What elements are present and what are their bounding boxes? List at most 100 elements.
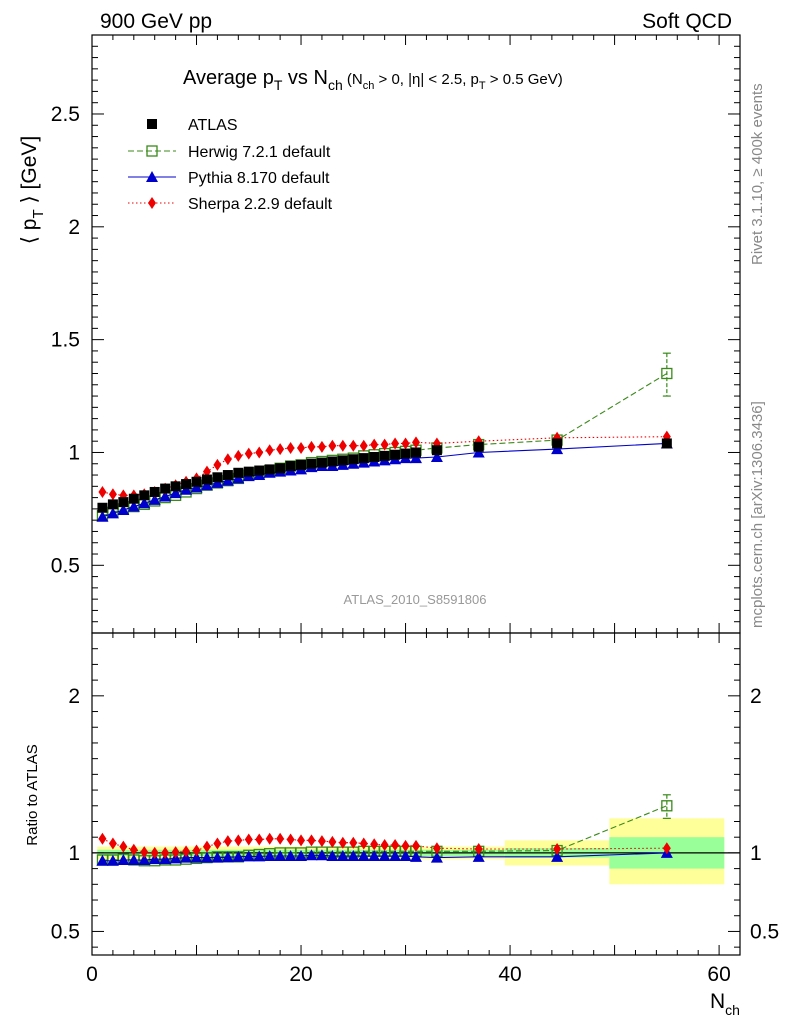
- pythia-point: [148, 493, 161, 505]
- pythia-point: [551, 443, 564, 455]
- atlas-point: [170, 481, 181, 492]
- y-tick-label: 2: [68, 216, 80, 239]
- mcplots-label: mcplots.cern.ch [arXiv:1306.3436]: [749, 401, 766, 628]
- sherpa-ratio-point: [474, 842, 483, 855]
- pythia-ratio-point: [253, 850, 266, 862]
- sherpa-ratio-point: [119, 840, 128, 853]
- pythia-ratio-point: [263, 850, 276, 862]
- pythia-ratio-point: [221, 851, 234, 863]
- atlas-point: [552, 438, 563, 449]
- pythia-point: [472, 446, 485, 458]
- pythia-ratio-point: [389, 850, 402, 862]
- pythia-ratio-point: [284, 850, 297, 862]
- atlas-point: [285, 461, 296, 472]
- atlas-point: [264, 464, 275, 475]
- header-right: Soft QCD: [642, 10, 732, 33]
- sherpa-ratio-point: [401, 839, 410, 852]
- atlas-point: [275, 463, 286, 474]
- ratio-y-tick-label: 1: [68, 842, 80, 865]
- sherpa-ratio-point: [223, 835, 232, 848]
- sherpa-ratio-point: [213, 837, 222, 850]
- pythia-ratio-point: [357, 850, 370, 862]
- sherpa-point: [380, 438, 389, 451]
- pythia-ratio-point: [410, 850, 422, 862]
- atlas-point: [411, 447, 421, 458]
- atlas-point: [379, 450, 390, 461]
- atlas-point: [369, 451, 380, 462]
- pythia-ratio-point: [295, 850, 308, 862]
- atlas-point: [337, 455, 348, 466]
- legend-marker: [148, 197, 156, 209]
- sherpa-point: [276, 443, 285, 456]
- pythia-point: [190, 481, 203, 493]
- pythia-ratio-point: [242, 850, 255, 862]
- sherpa-point: [255, 446, 264, 459]
- sherpa-ratio-point: [328, 835, 337, 848]
- sherpa-point: [234, 449, 243, 462]
- sherpa-ratio-point: [297, 834, 306, 847]
- pythia-point: [169, 487, 182, 499]
- x-tick-label: 40: [498, 963, 521, 986]
- pythia-ratio-point: [378, 850, 391, 862]
- sherpa-ratio-point: [129, 843, 138, 856]
- atlas-point: [128, 493, 139, 504]
- ratio-y-tick-label: 0.5: [51, 920, 80, 943]
- sherpa-ratio-point: [255, 833, 264, 846]
- pythia-ratio-point: [305, 849, 318, 861]
- legend-label: Pythia 8.170 default: [188, 170, 330, 187]
- sherpa-ratio-point: [150, 846, 159, 859]
- pythia-ratio-point: [472, 850, 485, 862]
- herwig-ratio-point: [661, 800, 673, 812]
- sherpa-ratio-point: [265, 832, 274, 845]
- x-tick-label: 20: [289, 963, 312, 986]
- x-axis-label: Nch: [710, 990, 740, 1018]
- sherpa-ratio-point: [161, 846, 170, 859]
- pythia-ratio-point: [200, 851, 213, 863]
- pythia-ratio-point: [368, 850, 381, 862]
- legend-label: Sherpa 2.2.9 default: [188, 196, 333, 213]
- legend-label: Herwig 7.2.1 default: [188, 144, 331, 161]
- pythia-ratio-point: [347, 850, 360, 862]
- sherpa-ratio-point: [412, 839, 420, 852]
- pythia-ratio-point: [106, 854, 119, 866]
- ratio-y-tick-label-right: 2: [750, 685, 762, 708]
- ratio-frame: [91, 632, 741, 956]
- pythia-ratio-point: [274, 850, 287, 862]
- sherpa-point: [401, 437, 410, 450]
- sherpa-point: [297, 441, 306, 454]
- pythia-point: [138, 497, 151, 509]
- y-tick-label: 1.5: [51, 329, 80, 352]
- legend-marker: [146, 145, 158, 157]
- sherpa-ratio-point: [202, 840, 211, 853]
- ratio-y-tick-label: 2: [68, 685, 80, 708]
- sherpa-ratio-point: [192, 844, 201, 857]
- sherpa-point: [317, 440, 326, 453]
- pythia-point: [159, 490, 172, 502]
- pythia-point: [180, 483, 193, 495]
- herwig-point: [661, 367, 673, 380]
- atlas-point: [400, 448, 411, 459]
- pythia-ratio-point: [551, 850, 564, 862]
- sherpa-ratio-point: [349, 836, 358, 849]
- atlas-point: [254, 465, 265, 476]
- pythia-ratio-point: [138, 853, 151, 865]
- sherpa-ratio-point: [391, 839, 400, 852]
- sherpa-point: [359, 439, 368, 452]
- pythia-point: [117, 504, 130, 516]
- sherpa-ratio-point: [359, 837, 368, 850]
- sherpa-ratio-point: [432, 842, 441, 855]
- pythia-ratio-point: [399, 850, 412, 862]
- x-tick-label: 0: [86, 963, 98, 986]
- sherpa-point: [349, 439, 358, 452]
- y-tick-label: 1: [68, 441, 80, 464]
- sherpa-point: [412, 436, 420, 449]
- ratio-y-axis-label: Ratio to ATLAS: [24, 744, 41, 845]
- pythia-ratio-point: [96, 854, 109, 866]
- ratio-y-tick-label-right: 0.5: [750, 920, 779, 943]
- y-axis-label: ⟨ pT ⟩ [GeV]: [18, 136, 47, 244]
- atlas-point: [201, 474, 212, 485]
- atlas-point: [212, 472, 223, 483]
- atlas-point: [306, 458, 317, 469]
- atlas-point: [97, 502, 108, 513]
